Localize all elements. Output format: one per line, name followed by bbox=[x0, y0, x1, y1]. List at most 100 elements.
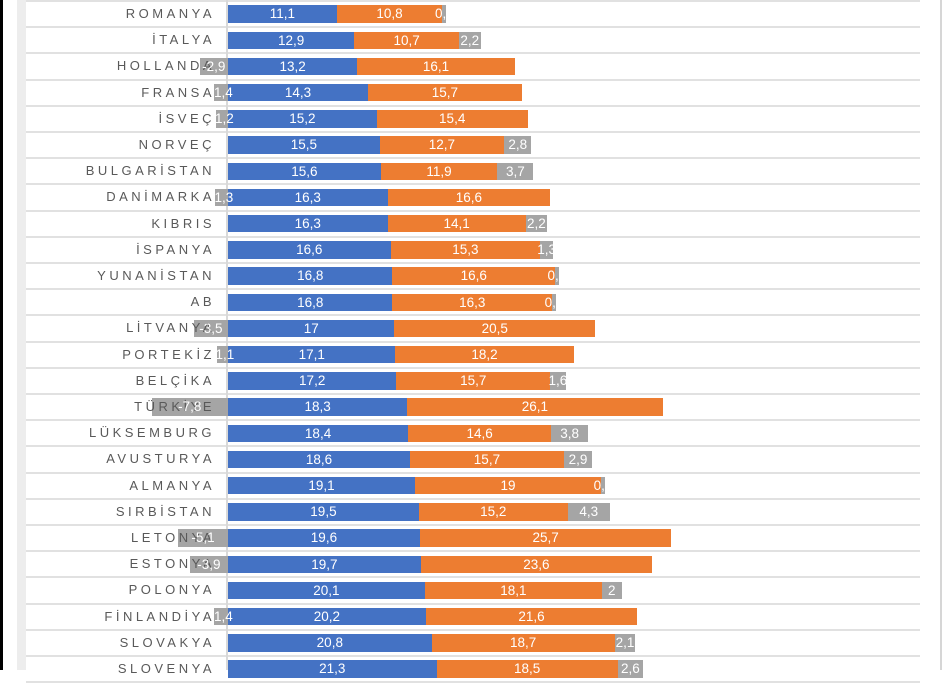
value-label-blue: 12,9 bbox=[278, 32, 305, 48]
value-label-blue: 19,6 bbox=[310, 530, 338, 546]
bar-segment-orange bbox=[380, 162, 498, 181]
category-gridline bbox=[26, 445, 920, 448]
category-label: AVUSTURYA bbox=[106, 451, 215, 467]
bar-segment-gray bbox=[178, 529, 228, 547]
bar-segment-orange bbox=[392, 293, 553, 312]
value-label-blue: 14,3 bbox=[284, 84, 312, 100]
category-label: KIBRIS bbox=[151, 215, 215, 231]
bar-segment-orange bbox=[357, 57, 515, 76]
value-label-gray: 2,1 bbox=[615, 635, 635, 651]
value-label-blue: 17,1 bbox=[298, 346, 325, 362]
category-gridline bbox=[26, 104, 920, 107]
category-gridline bbox=[26, 655, 920, 657]
category-gridline bbox=[26, 288, 920, 291]
bar-segment-gray bbox=[550, 372, 566, 390]
value-label-blue: 18,6 bbox=[305, 451, 333, 467]
bar-segment-blue bbox=[228, 31, 355, 50]
category-gridline bbox=[26, 262, 920, 264]
category-label: DANİMARKA bbox=[106, 189, 215, 205]
value-label-gray: 3,7 bbox=[505, 163, 525, 179]
category-gridline bbox=[26, 628, 920, 631]
bar-segment-orange bbox=[376, 110, 528, 128]
bar-segment-gray bbox=[567, 503, 610, 521]
value-label-gray: 0,4 bbox=[434, 6, 454, 22]
bar-segment-blue bbox=[228, 476, 415, 495]
value-label-blue: 20,2 bbox=[313, 608, 341, 624]
bar-segment-blue bbox=[228, 424, 409, 443]
category-gridline bbox=[26, 576, 920, 579]
window-left-border bbox=[0, 0, 3, 670]
value-label-orange: 16,6 bbox=[455, 189, 482, 205]
bar-segment-gray bbox=[554, 267, 559, 285]
value-label-orange: 21,6 bbox=[518, 608, 545, 624]
value-label-gray: -1,1 bbox=[210, 346, 235, 362]
value-label-orange: 23,6 bbox=[523, 556, 550, 572]
bar-segment-gray bbox=[459, 31, 481, 50]
value-label-orange: 16,1 bbox=[422, 58, 450, 74]
bar-segment-blue bbox=[228, 241, 391, 259]
bar-segment-gray bbox=[151, 398, 228, 416]
value-label-blue: 18,4 bbox=[304, 425, 332, 441]
category-gridline bbox=[26, 419, 920, 422]
value-label-blue: 21,3 bbox=[319, 661, 346, 677]
category-label: BELÇİKA bbox=[135, 372, 215, 388]
value-label-gray: 2,8 bbox=[508, 137, 528, 153]
bar-segment-orange bbox=[407, 398, 663, 416]
bar-segment-blue bbox=[228, 83, 368, 102]
category-label: SIRBİSTAN bbox=[115, 503, 215, 519]
category-label: ESTONYA bbox=[129, 556, 215, 572]
category-gridline bbox=[26, 602, 920, 605]
category-gridline bbox=[26, 209, 920, 212]
category-label: AB bbox=[190, 294, 215, 310]
value-label-blue: 16,6 bbox=[296, 242, 323, 258]
value-label-gray: 1,3 bbox=[537, 242, 557, 258]
category-gridline bbox=[26, 52, 920, 55]
bar-segment-gray bbox=[552, 293, 556, 312]
value-label-gray: -7,8 bbox=[178, 399, 202, 415]
category-gridline bbox=[26, 314, 920, 317]
value-label-orange: 16,6 bbox=[460, 268, 487, 284]
category-gridline bbox=[26, 524, 920, 526]
category-gridline bbox=[26, 235, 920, 238]
bar-segment-orange bbox=[396, 372, 551, 390]
bar-segment-blue bbox=[228, 581, 425, 600]
bar-segment-orange bbox=[410, 450, 564, 469]
bar-segment-orange bbox=[408, 424, 552, 443]
value-label-gray: -2,9 bbox=[202, 58, 226, 74]
category-label: ALMANYA bbox=[129, 477, 215, 493]
bar-segment-blue bbox=[228, 555, 421, 574]
value-label-orange: 15,7 bbox=[460, 373, 487, 389]
bar-segment-orange bbox=[414, 476, 601, 495]
category-label: SLOVENYA bbox=[117, 661, 215, 676]
category-gridline bbox=[26, 131, 920, 133]
bar-segment-blue bbox=[228, 110, 377, 128]
category-gridline bbox=[26, 550, 920, 553]
value-label-orange: 14,6 bbox=[466, 425, 493, 441]
value-label-orange: 10,7 bbox=[393, 32, 420, 48]
category-label: ROMANYA bbox=[125, 6, 215, 21]
bar-segment-gray bbox=[214, 607, 228, 626]
category-label: TÜRKİYE bbox=[134, 399, 215, 414]
category-label: HOLLANDA bbox=[116, 58, 215, 74]
bar-segment-blue bbox=[228, 450, 411, 469]
bar-segment-blue bbox=[228, 293, 393, 312]
bar-segment-gray bbox=[614, 634, 636, 652]
category-gridline bbox=[26, 0, 920, 2]
value-label-orange: 15,3 bbox=[452, 242, 479, 258]
bar-segment-blue bbox=[228, 188, 388, 207]
value-label-blue: 19,7 bbox=[311, 556, 338, 572]
bar-segment-gray bbox=[504, 136, 532, 154]
value-label-blue: 11,1 bbox=[269, 6, 295, 22]
value-label-gray: 2,2 bbox=[526, 215, 546, 231]
bar-segment-blue bbox=[228, 503, 419, 521]
value-label-blue: 16,8 bbox=[297, 294, 324, 310]
value-label-orange: 20,5 bbox=[481, 320, 508, 336]
category-gridline bbox=[26, 183, 920, 186]
bar-segment-gray bbox=[601, 581, 622, 600]
value-label-blue: 20,8 bbox=[316, 635, 343, 651]
bar-segment-gray bbox=[217, 345, 228, 364]
bar-segment-gray bbox=[563, 450, 593, 469]
value-label-orange: 16,3 bbox=[459, 294, 486, 310]
bar-segment-blue bbox=[228, 372, 397, 390]
